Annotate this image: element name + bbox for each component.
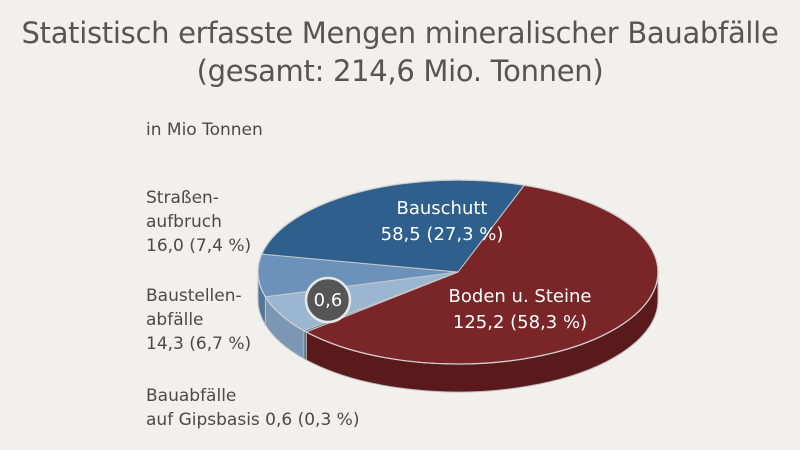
label-gipsbasis-line1: Bauabfälle xyxy=(146,386,237,406)
label-strassenaufbruch-line2: aufbruch xyxy=(146,212,222,232)
label-gipsbasis-line2: auf Gipsbasis 0,6 (0,3 %) xyxy=(146,410,360,430)
pie-top-group xyxy=(257,179,659,365)
label-gipsbasis: Bauabfälle auf Gipsbasis 0,6 (0,3 %) xyxy=(146,384,359,432)
label-baustellenabfaelle-line2: abfälle xyxy=(146,310,204,330)
chart-title-line1: Statistisch erfasste Mengen mineralische… xyxy=(21,16,779,50)
slice-label-bauschutt-name: Bauschutt xyxy=(397,198,488,219)
unit-label: in Mio Tonnen xyxy=(146,120,263,140)
chart-title: Statistisch erfasste Mengen mineralische… xyxy=(0,14,800,90)
slice-label-bauschutt-value: 58,5 (27,3 %) xyxy=(381,224,504,245)
label-strassenaufbruch-line1: Straßen- xyxy=(146,188,219,208)
label-baustellenabfaelle-value: 14,3 (6,7 %) xyxy=(146,334,252,354)
chart-title-line2: (gesamt: 214,6 Mio. Tonnen) xyxy=(196,54,604,88)
label-baustellenabfaelle-line1: Baustellen- xyxy=(146,286,242,306)
callout-label-gips: 0,6 xyxy=(314,290,343,311)
label-strassenaufbruch-value: 16,0 (7,4 %) xyxy=(146,236,252,256)
slice-label-boden-value: 125,2 (58,3 %) xyxy=(453,312,587,333)
label-baustellenabfaelle: Baustellen- abfälle 14,3 (6,7 %) xyxy=(146,284,251,356)
pie-rim xyxy=(257,179,659,365)
slice-label-boden-name: Boden u. Steine xyxy=(449,286,592,307)
label-strassenaufbruch: Straßen- aufbruch 16,0 (7,4 %) xyxy=(146,186,251,258)
callout-circle-gips xyxy=(304,276,352,324)
